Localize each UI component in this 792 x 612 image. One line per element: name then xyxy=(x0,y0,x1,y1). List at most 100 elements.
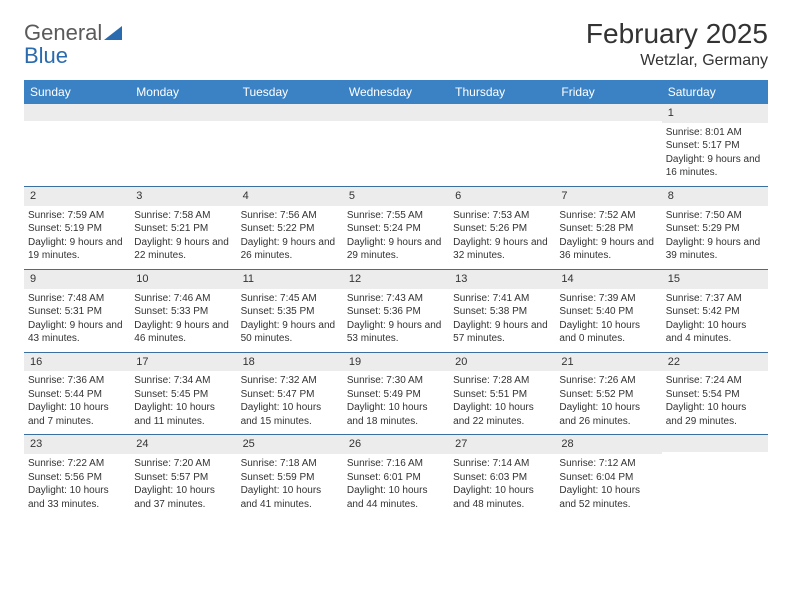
day-info-line: Sunset: 6:01 PM xyxy=(347,471,445,485)
day-info-line: Sunrise: 7:48 AM xyxy=(28,292,126,306)
day-info-line: Sunrise: 7:34 AM xyxy=(134,374,232,388)
day-info-line: Sunrise: 7:50 AM xyxy=(666,209,764,223)
day-cell: 5 Sunrise: 7:55 AMSunset: 5:24 PMDaylight… xyxy=(343,187,449,269)
day-info-line: Daylight: 10 hours and 26 minutes. xyxy=(559,401,657,428)
day-info-line: Sunrise: 7:36 AM xyxy=(28,374,126,388)
day-info-line: Daylight: 9 hours and 19 minutes. xyxy=(28,236,126,263)
day-cell xyxy=(662,435,768,517)
day-info-line: Sunrise: 7:56 AM xyxy=(241,209,339,223)
day-number xyxy=(449,104,555,121)
day-info-line: Sunrise: 7:20 AM xyxy=(134,457,232,471)
day-number: 9 xyxy=(24,270,130,289)
calendar: SundayMondayTuesdayWednesdayThursdayFrid… xyxy=(24,80,768,517)
week-row: 2Sunrise: 7:59 AMSunset: 5:19 PMDaylight… xyxy=(24,187,768,270)
week-row: 9Sunrise: 7:48 AMSunset: 5:31 PMDaylight… xyxy=(24,270,768,353)
day-number: 13 xyxy=(449,270,555,289)
day-number: 6 xyxy=(449,187,555,206)
day-info-line: Daylight: 9 hours and 57 minutes. xyxy=(453,319,551,346)
day-info-line: Sunrise: 7:41 AM xyxy=(453,292,551,306)
day-cell: 10Sunrise: 7:46 AMSunset: 5:33 PMDayligh… xyxy=(130,270,236,352)
day-info-line: Sunrise: 8:01 AM xyxy=(666,126,764,140)
day-info-line: Daylight: 10 hours and 41 minutes. xyxy=(241,484,339,511)
day-info-line: Daylight: 9 hours and 32 minutes. xyxy=(453,236,551,263)
day-cell xyxy=(555,104,661,186)
day-number: 21 xyxy=(555,353,661,372)
day-info-line: Sunrise: 7:24 AM xyxy=(666,374,764,388)
day-number xyxy=(24,104,130,121)
day-info-line: Daylight: 10 hours and 52 minutes. xyxy=(559,484,657,511)
day-number: 26 xyxy=(343,435,449,454)
logo-triangle-icon xyxy=(104,26,122,45)
day-number: 24 xyxy=(130,435,236,454)
header: General Blue February 2025 Wetzlar, Germ… xyxy=(24,18,768,70)
day-number: 10 xyxy=(130,270,236,289)
day-info-line: Daylight: 10 hours and 0 minutes. xyxy=(559,319,657,346)
day-info-line: Daylight: 9 hours and 36 minutes. xyxy=(559,236,657,263)
day-cell: 2Sunrise: 7:59 AMSunset: 5:19 PMDaylight… xyxy=(24,187,130,269)
day-info-line: Sunset: 5:17 PM xyxy=(666,139,764,153)
day-cell xyxy=(24,104,130,186)
week-row: 23Sunrise: 7:22 AMSunset: 5:56 PMDayligh… xyxy=(24,435,768,517)
logo-word1: General xyxy=(24,20,102,45)
day-info-line: Sunset: 5:54 PM xyxy=(666,388,764,402)
day-number: 14 xyxy=(555,270,661,289)
day-cell: 13 Sunrise: 7:41 AMSunset: 5:38 PMDayligh… xyxy=(449,270,555,352)
day-info-line: Sunrise: 7:46 AM xyxy=(134,292,232,306)
day-info-line: Daylight: 9 hours and 22 minutes. xyxy=(134,236,232,263)
day-info-line: Sunset: 5:59 PM xyxy=(241,471,339,485)
day-header: Wednesday xyxy=(343,80,449,104)
day-info-line: Daylight: 10 hours and 15 minutes. xyxy=(241,401,339,428)
day-info-line: Sunset: 5:56 PM xyxy=(28,471,126,485)
day-info-line: Sunset: 6:03 PM xyxy=(453,471,551,485)
day-info-line: Sunrise: 7:55 AM xyxy=(347,209,445,223)
day-header: Monday xyxy=(130,80,236,104)
day-info-line: Sunrise: 7:16 AM xyxy=(347,457,445,471)
day-info-line: Daylight: 10 hours and 7 minutes. xyxy=(28,401,126,428)
day-info-line: Sunset: 5:26 PM xyxy=(453,222,551,236)
week-row: 1 Sunrise: 8:01 AMSunset: 5:17 PMDaylight… xyxy=(24,104,768,187)
day-number: 5 xyxy=(343,187,449,206)
day-number: 8 xyxy=(662,187,768,206)
day-cell: 18Sunrise: 7:32 AMSunset: 5:47 PMDayligh… xyxy=(237,353,343,435)
day-info-line: Sunset: 6:04 PM xyxy=(559,471,657,485)
day-info-line: Sunset: 5:31 PM xyxy=(28,305,126,319)
day-info-line: Sunset: 5:38 PM xyxy=(453,305,551,319)
day-number: 15 xyxy=(662,270,768,289)
day-info-line: Sunrise: 7:53 AM xyxy=(453,209,551,223)
day-cell: 15Sunrise: 7:37 AMSunset: 5:42 PMDayligh… xyxy=(662,270,768,352)
logo-text-block: General Blue xyxy=(24,22,122,68)
day-number: 2 xyxy=(24,187,130,206)
day-number xyxy=(662,435,768,452)
day-cell: 11Sunrise: 7:45 AMSunset: 5:35 PMDayligh… xyxy=(237,270,343,352)
day-info-line: Daylight: 9 hours and 46 minutes. xyxy=(134,319,232,346)
day-info-line: Sunset: 5:19 PM xyxy=(28,222,126,236)
day-info-line: Daylight: 9 hours and 53 minutes. xyxy=(347,319,445,346)
day-info-line: Sunset: 5:28 PM xyxy=(559,222,657,236)
day-cell: 27Sunrise: 7:14 AMSunset: 6:03 PMDayligh… xyxy=(449,435,555,517)
title-block: February 2025 Wetzlar, Germany xyxy=(586,18,768,70)
day-info-line: Sunset: 5:24 PM xyxy=(347,222,445,236)
day-info-line: Daylight: 9 hours and 29 minutes. xyxy=(347,236,445,263)
day-info-line: Sunset: 5:44 PM xyxy=(28,388,126,402)
weeks-container: 1Sunrise: 8:01 AMSunset: 5:17 PMDaylight… xyxy=(24,104,768,517)
day-number: 19 xyxy=(343,353,449,372)
day-info-line: Sunset: 5:52 PM xyxy=(559,388,657,402)
day-cell: 1 Sunrise: 8:01 AMSunset: 5:17 PMDaylight… xyxy=(662,104,768,186)
day-number: 1 xyxy=(662,104,768,123)
day-number xyxy=(343,104,449,121)
day-info-line: Sunset: 5:49 PM xyxy=(347,388,445,402)
day-cell xyxy=(449,104,555,186)
day-info-line: Sunrise: 7:52 AM xyxy=(559,209,657,223)
day-info-line: Sunset: 5:29 PM xyxy=(666,222,764,236)
day-cell: 6 Sunrise: 7:53 AMSunset: 5:26 PMDaylight… xyxy=(449,187,555,269)
day-info-line: Daylight: 10 hours and 48 minutes. xyxy=(453,484,551,511)
day-info-line: Daylight: 9 hours and 16 minutes. xyxy=(666,153,764,180)
day-number xyxy=(237,104,343,121)
day-cell: 7Sunrise: 7:52 AMSunset: 5:28 PMDaylight… xyxy=(555,187,661,269)
day-cell: 14Sunrise: 7:39 AMSunset: 5:40 PMDayligh… xyxy=(555,270,661,352)
day-info-line: Sunrise: 7:43 AM xyxy=(347,292,445,306)
day-number xyxy=(555,104,661,121)
day-info-line: Daylight: 9 hours and 43 minutes. xyxy=(28,319,126,346)
day-info-line: Sunrise: 7:30 AM xyxy=(347,374,445,388)
day-cell: 22Sunrise: 7:24 AMSunset: 5:54 PMDayligh… xyxy=(662,353,768,435)
